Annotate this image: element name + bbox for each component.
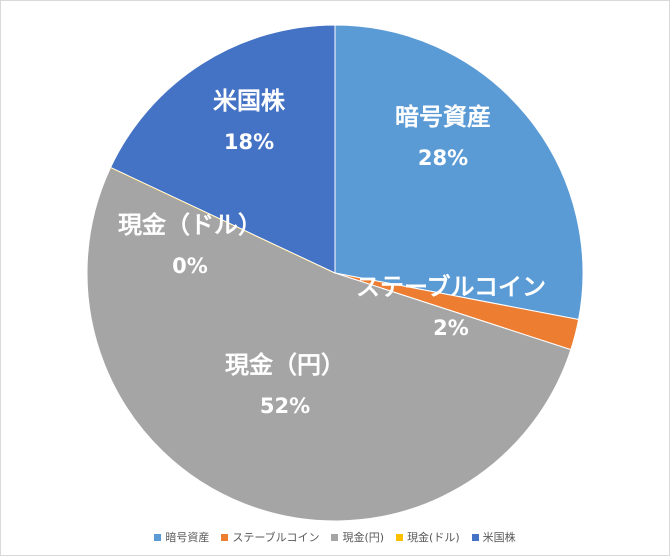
legend-label-2: 現金(円) bbox=[342, 531, 385, 544]
pie-slice-4 bbox=[109, 24, 336, 274]
slice-label-name-1: ステーブルコイン bbox=[356, 273, 546, 301]
slice-label-name-4: 米国株 bbox=[213, 87, 286, 115]
legend-swatch-4 bbox=[471, 533, 479, 541]
legend-item-0: 暗号資産 bbox=[154, 529, 209, 545]
legend-swatch-1 bbox=[221, 533, 229, 541]
pie-slice-0 bbox=[334, 24, 584, 321]
legend-item-2: 現金(円) bbox=[331, 529, 384, 545]
slice-label-value-3: 0% bbox=[172, 254, 208, 278]
legend-item-1: ステーブルコイン bbox=[221, 529, 319, 545]
legend-label-0: 暗号資産 bbox=[165, 531, 210, 544]
slice-label-value-4: 18% bbox=[224, 130, 274, 154]
slice-label-name-3: 現金（ドル） bbox=[118, 211, 262, 239]
legend-swatch-0 bbox=[154, 533, 162, 541]
slice-label-value-2: 52% bbox=[260, 394, 310, 418]
legend-label-4: 米国株 bbox=[482, 531, 516, 544]
slice-label-value-1: 2% bbox=[433, 316, 469, 340]
legend-swatch-2 bbox=[331, 533, 339, 541]
slice-label-name-0: 暗号資産 bbox=[395, 103, 491, 131]
pie-slice-2 bbox=[86, 166, 572, 522]
legend-item-4: 米国株 bbox=[471, 529, 516, 545]
legend-label-3: 現金(ドル) bbox=[407, 531, 460, 544]
slice-label-name-2: 現金（円） bbox=[225, 351, 345, 379]
legend-swatch-3 bbox=[396, 533, 404, 541]
legend-label-1: ステーブルコイン bbox=[232, 531, 320, 544]
slice-label-value-0: 28% bbox=[418, 146, 468, 170]
legend-item-3: 現金(ドル) bbox=[396, 529, 460, 545]
chart-legend: 暗号資産 ステーブルコイン 現金(円) 現金(ドル) 米国株 bbox=[1, 527, 669, 547]
